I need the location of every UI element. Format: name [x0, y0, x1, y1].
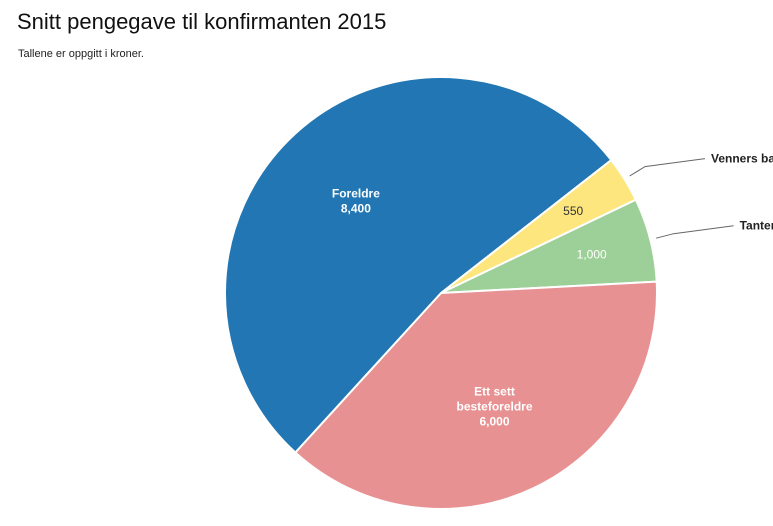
- data-label-name-tanter-onkler: Tanter / onkler: [740, 219, 773, 233]
- leader-line-tanter-onkler: [655, 225, 734, 239]
- chart-title: Snitt pengegave til konfirmanten 2015: [17, 9, 387, 34]
- data-label-name-foreldre: Foreldre: [332, 187, 380, 201]
- chart-subtitle: Tallene er oppgitt i kroner.: [18, 48, 144, 60]
- data-label-name-venners-barn: Venners barn: [711, 152, 773, 166]
- data-label-value-venners-barn: 550: [563, 204, 583, 218]
- data-label-name-ett-sett-besteforeldre: Ett sett: [474, 384, 515, 398]
- data-label-value-ett-sett-besteforeldre: 6,000: [479, 414, 509, 428]
- pie-slice-foreldre[interactable]: [224, 76, 613, 454]
- data-label-value-foreldre: 8,400: [341, 202, 371, 216]
- leader-line-venners-barn: [629, 158, 706, 177]
- pie-slice-ett-sett-besteforeldre[interactable]: [293, 280, 658, 510]
- data-label-name-ett-sett-besteforeldre: besteforeldre: [456, 399, 532, 413]
- data-label-value-tanter-onkler: 1,000: [577, 248, 607, 262]
